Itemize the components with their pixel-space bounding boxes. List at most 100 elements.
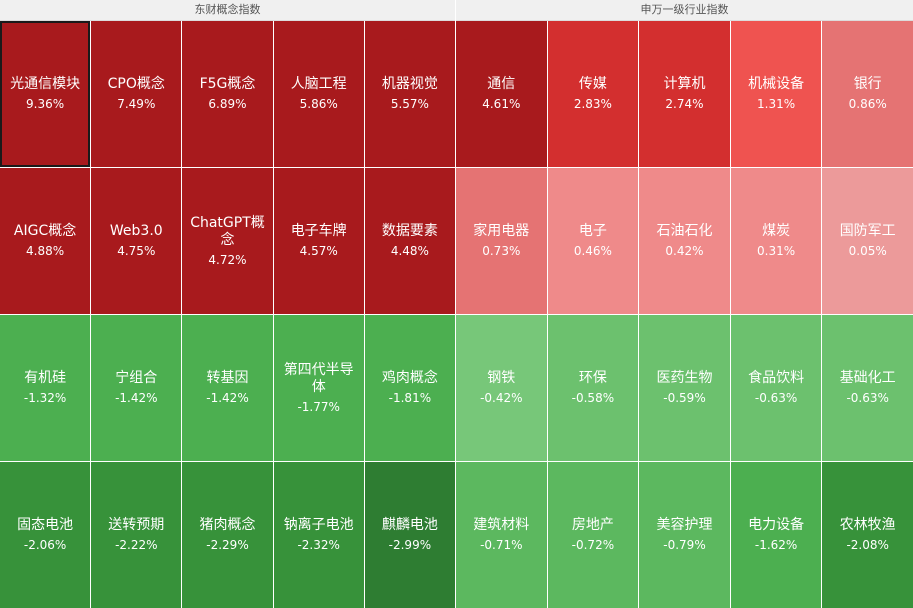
industry-tile-change: 1.31%: [757, 97, 796, 111]
concept-tile[interactable]: 第四代半导体 -1.77%: [273, 315, 364, 461]
industry-tile-change: 0.86%: [848, 97, 887, 111]
industry-tile[interactable]: 食品饮料 -0.63%: [730, 315, 822, 461]
industry-tile-change: -2.08%: [846, 538, 889, 552]
industry-tile-name: 煤炭: [762, 223, 791, 239]
concept-tile-change: -2.99%: [388, 538, 432, 552]
industry-tile-change: 0.46%: [573, 244, 612, 258]
concept-tile-change: 7.49%: [117, 97, 156, 111]
concept-tile[interactable]: Web3.0 4.75%: [91, 168, 182, 314]
concept-tile[interactable]: 转基因 -1.42%: [182, 315, 273, 461]
concept-tile-change: -1.32%: [23, 391, 67, 405]
industry-tile[interactable]: 煤炭 0.31%: [730, 168, 822, 314]
industry-tile-name: 钢铁: [487, 370, 516, 386]
industry-tile[interactable]: 基础化工 -0.63%: [822, 315, 913, 461]
concept-tile-name: 固态电池: [17, 517, 74, 533]
industry-tile-name: 房地产: [571, 517, 614, 533]
concept-tile[interactable]: 宁组合 -1.42%: [91, 315, 182, 461]
industry-tile-name: 银行: [853, 76, 882, 92]
concept-tile-change: -1.81%: [388, 391, 432, 405]
industry-tile-change: -1.62%: [754, 538, 798, 552]
industry-tile-name: 电力设备: [748, 517, 805, 533]
industry-tile[interactable]: 银行 0.86%: [822, 21, 913, 167]
industry-tile[interactable]: 电力设备 -1.62%: [730, 462, 822, 608]
concept-tile-name: Web3.0: [109, 223, 163, 239]
concept-tile-change: 4.48%: [390, 244, 429, 258]
concept-tile[interactable]: 鸡肉概念 -1.81%: [364, 315, 455, 461]
industry-tile-change: -0.72%: [571, 538, 615, 552]
concept-tile[interactable]: 钠离子电池 -2.32%: [273, 462, 364, 608]
industry-tile-change: -0.42%: [480, 391, 523, 405]
industry-tile-name: 国防军工: [839, 223, 896, 239]
concept-tile[interactable]: 人脑工程 5.86%: [273, 21, 364, 167]
panel-divider: [455, 0, 456, 605]
industry-tile-name: 食品饮料: [748, 370, 805, 386]
concept-tile-change: 4.57%: [299, 244, 338, 258]
concept-tile-name: 光通信模块: [10, 76, 81, 92]
concept-tile-name: F5G概念: [199, 76, 256, 92]
industry-tile[interactable]: 石油石化 0.42%: [639, 168, 730, 314]
industry-index-grid: 通信 4.61% 传媒 2.83% 计算机 2.74% 机械设备 1.31% 银行 0.86% 家用…: [456, 21, 913, 608]
industry-tile-name: 美容护理: [656, 517, 713, 533]
concept-tile-change: -2.22%: [115, 538, 158, 552]
concept-tile-name: 猪肉概念: [199, 517, 256, 533]
industry-tile-change: 2.83%: [573, 97, 612, 111]
concept-tile[interactable]: 麒麟电池 -2.99%: [364, 462, 455, 608]
concept-tile-change: -1.42%: [206, 391, 249, 405]
industry-tile[interactable]: 电子 0.46%: [547, 168, 639, 314]
concept-tile-name: 第四代半导体: [283, 361, 354, 395]
concept-tile[interactable]: 有机硅 -1.32%: [0, 315, 91, 461]
concept-tile-change: -2.06%: [23, 538, 67, 552]
concept-tile-name: 转基因: [206, 370, 249, 386]
concept-tile-name: 送转预期: [108, 517, 165, 533]
industry-tile[interactable]: 国防军工 0.05%: [822, 168, 913, 314]
concept-tile-name: CPO概念: [107, 76, 165, 92]
concept-tile[interactable]: AIGC概念 4.88%: [0, 168, 91, 314]
industry-tile[interactable]: 农林牧渔 -2.08%: [822, 462, 913, 608]
concept-tile[interactable]: CPO概念 7.49%: [91, 21, 182, 167]
concept-tile[interactable]: 光通信模块 9.36%: [0, 21, 91, 167]
industry-tile-change: 0.42%: [665, 244, 704, 258]
industry-tile-name: 电子: [578, 223, 607, 239]
concept-tile[interactable]: 机器视觉 5.57%: [364, 21, 455, 167]
industry-tile-name: 通信: [487, 76, 516, 92]
concept-tile-name: 麒麟电池: [381, 517, 438, 533]
concept-tile[interactable]: 数据要素 4.48%: [364, 168, 455, 314]
industry-tile[interactable]: 美容护理 -0.79%: [639, 462, 730, 608]
industry-tile[interactable]: 钢铁 -0.42%: [456, 315, 547, 461]
concept-tile[interactable]: 猪肉概念 -2.29%: [182, 462, 273, 608]
industry-tile-name: 医药生物: [656, 370, 713, 386]
industry-tile-change: -0.79%: [663, 538, 706, 552]
concept-tile-change: 4.75%: [117, 244, 156, 258]
industry-tile[interactable]: 计算机 2.74%: [639, 21, 730, 167]
concept-tile[interactable]: F5G概念 6.89%: [182, 21, 273, 167]
industry-tile[interactable]: 传媒 2.83%: [547, 21, 639, 167]
concept-tile-name: 数据要素: [381, 223, 438, 239]
industry-tile[interactable]: 通信 4.61%: [456, 21, 547, 167]
concept-tile[interactable]: 电子车牌 4.57%: [273, 168, 364, 314]
concept-tile[interactable]: ChatGPT概念 4.72%: [182, 168, 273, 314]
concept-tile-change: 4.72%: [208, 252, 247, 267]
concept-tile-name: 鸡肉概念: [381, 370, 438, 386]
concept-tile-change: 6.89%: [208, 97, 247, 111]
industry-tile[interactable]: 建筑材料 -0.71%: [456, 462, 547, 608]
concept-tile-name: 人脑工程: [290, 76, 347, 92]
concept-index-panel: 东财概念指数 光通信模块 9.36% CPO概念 7.49% F5G概念 6.89% 人脑工…: [0, 0, 455, 608]
industry-tile-change: 0.05%: [848, 244, 887, 258]
industry-tile-name: 基础化工: [839, 370, 896, 386]
concept-tile-change: 9.36%: [26, 97, 65, 111]
industry-tile[interactable]: 医药生物 -0.59%: [639, 315, 730, 461]
industry-tile[interactable]: 房地产 -0.72%: [547, 462, 639, 608]
concept-tile-name: 机器视觉: [381, 76, 438, 92]
concept-tile-name: 有机硅: [24, 370, 67, 386]
industry-tile[interactable]: 机械设备 1.31%: [730, 21, 822, 167]
industry-index-panel: 申万一级行业指数 通信 4.61% 传媒 2.83% 计算机 2.74% 机械设备 1.31%…: [456, 0, 913, 608]
concept-tile[interactable]: 送转预期 -2.22%: [91, 462, 182, 608]
concept-index-title: 东财概念指数: [0, 0, 455, 21]
industry-tile[interactable]: 家用电器 0.73%: [456, 168, 547, 314]
industry-tile-change: -0.58%: [571, 391, 615, 405]
industry-tile-name: 环保: [578, 370, 607, 386]
industry-tile[interactable]: 环保 -0.58%: [547, 315, 639, 461]
concept-tile[interactable]: 固态电池 -2.06%: [0, 462, 91, 608]
concept-tile-name: 宁组合: [115, 370, 158, 386]
industry-tile-name: 传媒: [578, 76, 607, 92]
